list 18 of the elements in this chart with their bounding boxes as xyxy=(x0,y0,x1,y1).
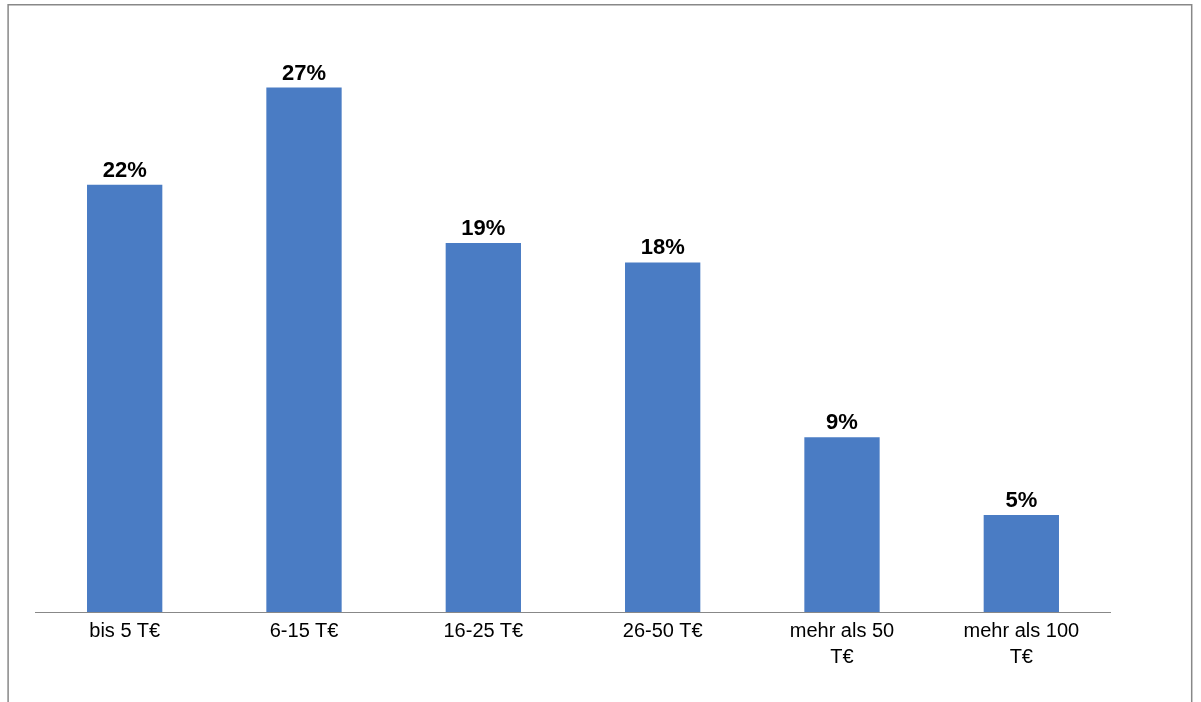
x-tick-label: 16-25 T€ xyxy=(443,619,524,641)
bar xyxy=(625,262,701,612)
x-tick-label: mehr als 100 T€ xyxy=(963,619,1080,667)
bar xyxy=(87,184,163,612)
bar xyxy=(983,514,1059,612)
data-label: 9% xyxy=(826,409,858,435)
data-label: 22% xyxy=(102,156,147,182)
data-label: 19% xyxy=(461,214,506,240)
data-label: 5% xyxy=(1005,486,1038,512)
x-tick-label: mehr als 50 T€ xyxy=(789,619,895,667)
x-tick-label: 26-50 T€ xyxy=(622,619,703,641)
data-label: 27% xyxy=(281,59,327,85)
x-tick-label: bis 5 T€ xyxy=(89,619,161,641)
data-label: 18% xyxy=(640,234,685,260)
x-tick-label: 6-15 T€ xyxy=(269,619,339,641)
bar xyxy=(445,242,521,612)
bar xyxy=(804,437,880,612)
bar xyxy=(266,87,342,612)
